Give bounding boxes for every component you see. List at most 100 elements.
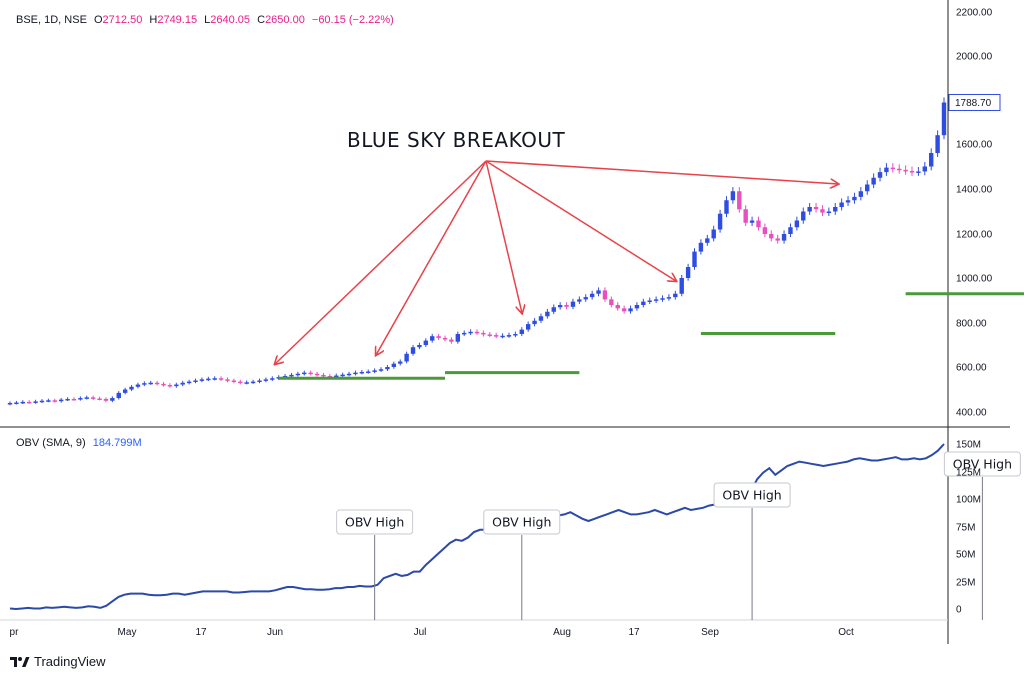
- candle-body: [161, 383, 166, 386]
- time-tick-label: Sep: [701, 627, 719, 638]
- candle-body: [334, 375, 339, 378]
- candle-body: [557, 305, 563, 308]
- obv-tick-label: 0: [956, 605, 962, 616]
- obv-high-callout-label: OBV High: [722, 488, 781, 503]
- candle-body: [685, 267, 691, 278]
- low-value: L2640.05: [204, 14, 250, 26]
- candle-body: [359, 371, 365, 374]
- candle-body: [353, 372, 358, 375]
- candle-body: [781, 234, 787, 241]
- symbol-label: BSE, 1D, NSE: [16, 14, 87, 26]
- candle-body: [813, 207, 819, 210]
- candle-body: [493, 335, 499, 337]
- tradingview-brand[interactable]: TradingView: [10, 654, 106, 669]
- obv-legend-value: 184.799M: [92, 437, 142, 449]
- candle-body: [218, 378, 224, 380]
- price-tick-label: 800.00: [956, 319, 987, 330]
- obv-tick-label: 100M: [956, 495, 981, 506]
- candle-body: [673, 293, 678, 298]
- time-tick-label: Oct: [838, 627, 854, 638]
- candle-body: [564, 305, 569, 307]
- candle-body: [858, 191, 864, 197]
- candle-body: [839, 202, 844, 207]
- candle-body: [916, 171, 921, 173]
- candle-body: [398, 361, 403, 364]
- candle-body: [462, 332, 467, 335]
- candle-body: [20, 401, 25, 404]
- candle-body: [346, 373, 352, 376]
- candle-body: [775, 238, 780, 241]
- candle-body: [289, 374, 294, 377]
- price-tick-label: 1600.00: [956, 140, 993, 151]
- candle-body: [525, 324, 531, 330]
- candle-body: [71, 398, 77, 401]
- candle-body: [621, 308, 627, 312]
- candle-body: [180, 382, 185, 385]
- candle-body: [148, 382, 153, 385]
- candle-body: [717, 213, 723, 230]
- candle-body: [941, 102, 947, 136]
- candle-body: [186, 381, 192, 384]
- candle-body: [270, 378, 275, 380]
- candle-body: [589, 293, 595, 298]
- candle-body: [609, 299, 614, 305]
- candle-body: [110, 398, 115, 401]
- candle-body: [884, 167, 889, 173]
- candle-body: [724, 200, 729, 214]
- candle-body: [65, 398, 70, 401]
- obv-high-callout-label: OBV High: [953, 457, 1012, 472]
- candle-body: [26, 401, 32, 404]
- candle-body: [225, 379, 230, 381]
- candle-body: [922, 166, 928, 172]
- candle-body: [506, 335, 512, 337]
- candle-body: [7, 403, 13, 405]
- candle-body: [90, 397, 96, 399]
- open-label: O: [93, 14, 103, 26]
- candle-body: [903, 169, 908, 172]
- candle-body: [410, 347, 416, 354]
- last-price-box: [948, 93, 1001, 111]
- candle-body: [596, 290, 601, 294]
- candle-body: [865, 184, 870, 192]
- close-value: C2650.00: [257, 14, 305, 26]
- obv-tick-label: 50M: [956, 550, 975, 561]
- candle-body: [238, 381, 243, 384]
- time-tick-label: pr: [10, 627, 20, 638]
- high-number: 2749.15: [157, 14, 198, 26]
- candle-body: [935, 135, 940, 153]
- candle-body: [628, 308, 633, 312]
- low-number: 2640.05: [210, 14, 251, 26]
- high-label: H: [149, 14, 158, 26]
- obv-high-callout-label: OBV High: [492, 515, 551, 530]
- price-tick-label: 1400.00: [956, 185, 993, 196]
- obv-legend: OBV (SMA, 9) 184.799M: [16, 437, 146, 449]
- candle-body: [577, 299, 582, 302]
- close-number: 2650.00: [265, 14, 305, 26]
- candle-body: [193, 380, 198, 382]
- candle-body: [302, 372, 307, 375]
- candle-body: [321, 374, 326, 377]
- candle-body: [807, 207, 812, 212]
- candle-body: [430, 336, 435, 341]
- candle-body: [417, 345, 422, 348]
- candle-body: [641, 301, 646, 305]
- candle-body: [308, 372, 313, 375]
- candle-body: [660, 298, 665, 300]
- candle-body: [154, 382, 160, 385]
- candle-body: [647, 300, 652, 302]
- candle-body: [794, 220, 800, 228]
- candle-body: [39, 400, 45, 403]
- candle-body: [340, 374, 345, 377]
- price-tick-label: 2000.00: [956, 52, 993, 63]
- open-value: O2712.50: [94, 14, 142, 26]
- candle-body: [455, 334, 461, 342]
- obv-high-callout-box: [713, 482, 791, 508]
- candle-body: [391, 363, 397, 367]
- candle-body: [481, 332, 486, 335]
- candle-body: [257, 380, 262, 382]
- price-legend: BSE, 1D, NSE O2712.50 H2749.15 L2640.05 …: [16, 14, 398, 26]
- candle-body: [500, 335, 505, 338]
- candle-body: [231, 380, 237, 382]
